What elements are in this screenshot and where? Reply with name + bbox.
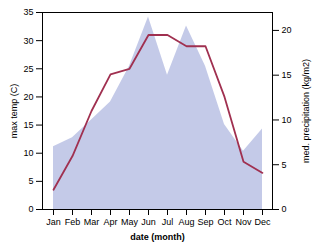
svg-text:5: 5	[28, 176, 33, 186]
svg-text:Jul: Jul	[162, 217, 174, 227]
svg-text:date (month): date (month)	[130, 232, 185, 242]
svg-text:Oct: Oct	[217, 217, 232, 227]
svg-text:max temp (C): max temp (C)	[9, 84, 19, 139]
svg-text:Jun: Jun	[141, 217, 156, 227]
svg-text:35: 35	[23, 7, 33, 17]
svg-text:Sep: Sep	[197, 217, 213, 227]
svg-text:0: 0	[28, 204, 33, 214]
svg-text:Dec: Dec	[254, 217, 271, 227]
svg-text:20: 20	[282, 25, 292, 35]
svg-text:15: 15	[282, 70, 292, 80]
svg-text:15: 15	[23, 120, 33, 130]
svg-text:10: 10	[23, 148, 33, 158]
svg-text:30: 30	[23, 36, 33, 46]
svg-text:5: 5	[282, 160, 287, 170]
svg-text:25: 25	[23, 64, 33, 74]
svg-text:0: 0	[282, 204, 287, 214]
svg-text:Mar: Mar	[84, 217, 100, 227]
svg-text:20: 20	[23, 92, 33, 102]
svg-text:10: 10	[282, 115, 292, 125]
svg-text:Jan: Jan	[46, 217, 61, 227]
svg-text:May: May	[121, 217, 139, 227]
svg-text:Apr: Apr	[103, 217, 117, 227]
svg-text:Nov: Nov	[235, 217, 252, 227]
svg-text:Aug: Aug	[178, 217, 194, 227]
svg-text:med. precipitation (kg/m2): med. precipitation (kg/m2)	[301, 59, 311, 163]
svg-text:Feb: Feb	[65, 217, 81, 227]
